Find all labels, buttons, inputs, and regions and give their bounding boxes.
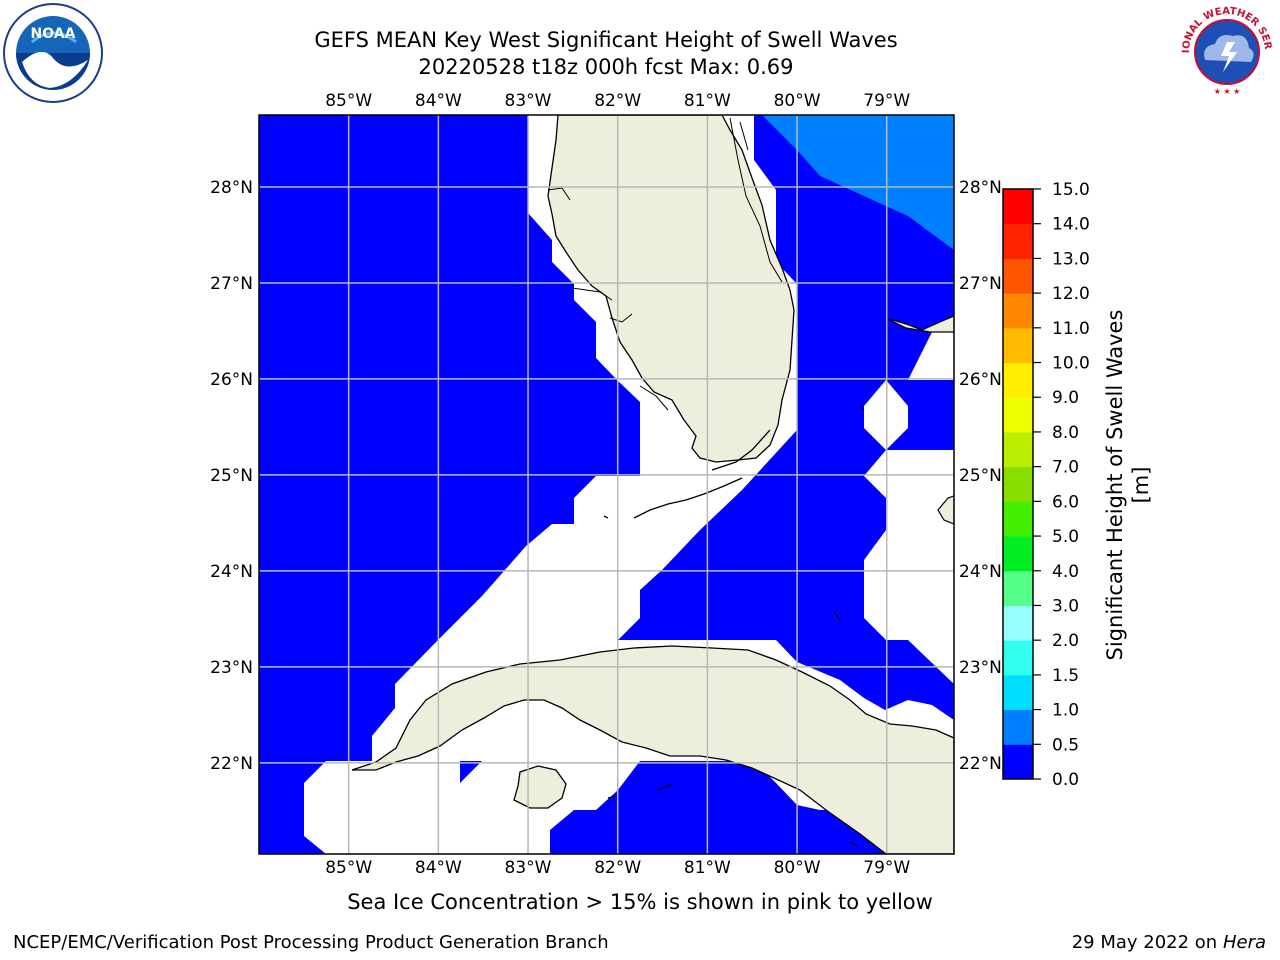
colorbar-tick-label: 0.5: [1052, 735, 1079, 755]
lat-label-left: 25°N: [210, 466, 253, 486]
colorbar-tick-label: 7.0: [1052, 458, 1079, 478]
colorbar-tick-label: 6.0: [1052, 492, 1079, 512]
colorbar-tick-label: 0.0: [1052, 770, 1079, 790]
colorbar-tick-label: 1.5: [1052, 666, 1079, 686]
chart-title: GEFS MEAN Key West Significant Height of…: [314, 28, 898, 52]
footer-machine: Hera: [1222, 932, 1266, 953]
lat-label-right: 27°N: [959, 274, 1002, 294]
lat-label-left: 22°N: [210, 754, 253, 774]
lat-label-left: 27°N: [210, 274, 253, 294]
lon-label-bottom: 85°W: [325, 858, 372, 878]
colorbar-segment: [1003, 327, 1033, 364]
colorbar-tick-label: 9.0: [1052, 388, 1079, 408]
lat-label-left: 28°N: [210, 178, 253, 198]
colorbar-segment: [1003, 570, 1033, 606]
noaa-logo-text: NOAA: [31, 26, 76, 42]
colorbar-segment: [1003, 223, 1033, 259]
nws-logo: NATIONAL WEATHER SERVICE ★ ★ ★: [1177, 2, 1275, 100]
colorbar-tick-label: 15.0: [1052, 180, 1090, 200]
colorbar-segment: [1003, 431, 1033, 468]
colorbar-tick-label: 10.0: [1052, 354, 1090, 374]
noaa-logo: NOAA: [3, 3, 103, 103]
colorbar-tick-label: 13.0: [1052, 249, 1090, 269]
lat-label-right: 23°N: [959, 658, 1002, 678]
swell-field-higher: [762, 115, 954, 250]
lon-label-top: 84°W: [415, 91, 462, 111]
colorbar-segment: [1003, 293, 1033, 329]
axis-labels: 85°W 85°W 84°W 84°W 83°W 83°W 82°W 82°W 81°W 81°W…: [210, 91, 1002, 878]
lat-label-left: 26°N: [210, 370, 253, 390]
colorbar-segment: [1003, 258, 1033, 294]
lat-label-right: 24°N: [959, 562, 1002, 582]
land-florida: [547, 115, 795, 463]
colorbar-tick-label: 5.0: [1052, 527, 1079, 547]
map-area: [259, 115, 954, 854]
lat-label-right: 25°N: [959, 466, 1002, 486]
colorbar-tick-label: 12.0: [1052, 284, 1090, 304]
lon-label-top: 81°W: [684, 91, 731, 111]
colorbar-segment: [1003, 640, 1033, 676]
colorbar-tick-label: 4.0: [1052, 562, 1079, 582]
colorbar-segment: [1003, 501, 1033, 537]
chart-subtitle: 20220528 t18z 000h fcst Max: 0.69: [418, 55, 794, 79]
colorbar-frame: [1002, 188, 1034, 780]
colorbar-tick-label: 8.0: [1052, 423, 1079, 443]
colorbar-segment: [1003, 466, 1033, 502]
colorbar-tick-label: 2.0: [1052, 631, 1079, 651]
lon-label-top: 82°W: [594, 91, 641, 111]
lat-label-right: 22°N: [959, 754, 1002, 774]
land-isla-de-la-juventud: [513, 765, 567, 809]
colorbar: 0.0 0.5 1.0 1.5 2.0 3.0 4.0 5.0 6.0 7.0 8.0 9.0 10.0…: [1002, 180, 1090, 790]
lat-label-left: 24°N: [210, 562, 253, 582]
lon-label-top: 83°W: [505, 91, 552, 111]
colorbar-tick-label: 14.0: [1052, 215, 1090, 235]
lon-label-bottom: 83°W: [505, 858, 552, 878]
lat-label-left: 23°N: [210, 658, 253, 678]
colorbar-segment: [1003, 744, 1033, 780]
svg-text:★ ★ ★: ★ ★ ★: [1214, 87, 1241, 96]
colorbar-segment: [1003, 362, 1033, 398]
footer-date: 29 May 2022 on Hera: [1072, 932, 1266, 953]
land-cuba: [351, 645, 954, 854]
swell-field-gulf: [259, 115, 640, 854]
colorbar-segment: [1003, 189, 1033, 225]
colorbar-tick-label: 11.0: [1052, 319, 1090, 339]
map-frame: [258, 114, 955, 855]
colorbar-segment: [1003, 709, 1033, 745]
swell-field-atlantic: [618, 115, 954, 720]
graticule: [259, 115, 954, 854]
colorbar-segment: [1003, 674, 1033, 711]
lat-label-right: 28°N: [959, 178, 1002, 198]
colorbar-segment: [1003, 536, 1033, 572]
lat-label-right: 26°N: [959, 370, 1002, 390]
lon-label-top: 80°W: [774, 91, 821, 111]
colorbar-segment: [1003, 605, 1033, 641]
lon-label-bottom: 81°W: [684, 858, 731, 878]
lon-label-bottom: 79°W: [863, 858, 910, 878]
lon-label-top: 79°W: [863, 91, 910, 111]
colorbar-label: Significant Height of Swell Waves [m]: [1103, 309, 1153, 661]
swell-field-caribbean: [550, 761, 886, 854]
colorbar-tick-label: 3.0: [1052, 596, 1079, 616]
lon-label-bottom: 80°W: [774, 858, 821, 878]
colorbar-segment: [1003, 397, 1033, 433]
lon-label-top: 85°W: [325, 91, 372, 111]
sea-ice-note: Sea Ice Concentration > 15% is shown in …: [347, 890, 933, 914]
lon-label-bottom: 82°W: [594, 858, 641, 878]
colorbar-tick-label: 1.0: [1052, 701, 1079, 721]
footer-credit: NCEP/EMC/Verification Post Processing Pr…: [13, 932, 609, 953]
lon-label-bottom: 84°W: [415, 858, 462, 878]
footer-date-text: 29 May 2022 on: [1071, 932, 1218, 953]
